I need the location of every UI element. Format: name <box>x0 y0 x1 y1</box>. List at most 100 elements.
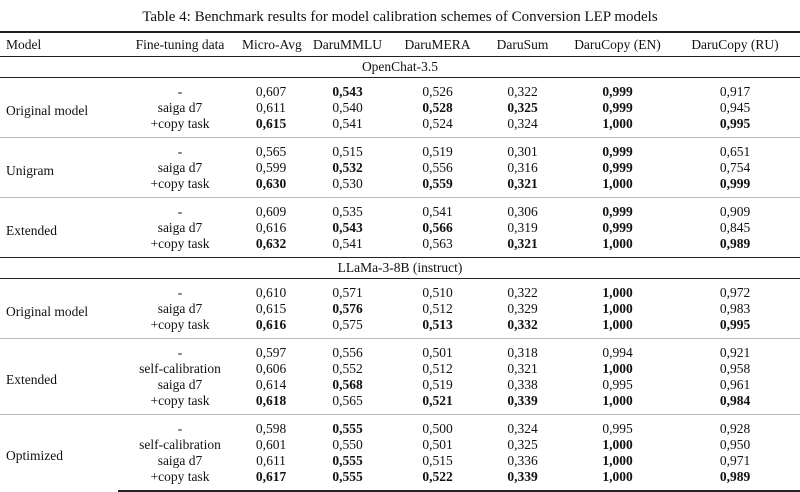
darusum-cell: 0,325 <box>507 437 538 452</box>
darucopy-en-cell: 0,999 <box>602 160 633 175</box>
micro-avg-cell: 0,618 <box>255 393 287 408</box>
darucopy-en-cell: 0,995 <box>565 414 670 437</box>
darucopy-ru-cell: 0,971 <box>719 453 751 468</box>
darucopy-ru-cell: 0,989 <box>719 236 751 251</box>
darummlu-cell: 0,550 <box>332 437 363 452</box>
darumera-cell: 0,515 <box>422 453 453 468</box>
table-row: self-calibration 0,606 0,552 0,512 0,321 1,00… <box>0 361 800 377</box>
fine-tuning-data: +copy task <box>150 236 210 251</box>
darumera-cell: 0,519 <box>395 137 480 160</box>
darucopy-ru-cell: 0,909 <box>670 197 800 220</box>
darummlu-cell: 0,541 <box>332 116 363 131</box>
fine-tuning-data: +copy task <box>150 317 210 332</box>
model-name: Optimized <box>0 414 118 491</box>
micro-avg-cell: 0,617 <box>242 469 300 492</box>
darumera-cell: 0,526 <box>422 84 453 99</box>
darummlu-cell: 0,541 <box>332 236 363 251</box>
darumera-cell: 0,512 <box>422 361 453 376</box>
header-darusum: DaruSum <box>480 31 565 57</box>
model-group: Original model - 0,610 0,571 0,510 0,322 1,000… <box>0 279 800 339</box>
table-row: Optimized -0,598 0,555 0,500 0,324 0,995 0,928 <box>0 414 800 491</box>
section-header-group: OpenChat-3.5 <box>0 56 800 78</box>
model-group: Extended -0,609 0,535 0,541 0,306 0,999 0,909 s… <box>0 197 800 258</box>
micro-avg-cell: 0,611 <box>256 100 286 115</box>
darusum-cell: 0,322 <box>507 84 538 99</box>
model-group: Unigram -0,565 0,515 0,519 0,301 0,999 0,651 sa… <box>0 137 800 198</box>
micro-avg-cell: 0,597 <box>242 338 300 361</box>
darumera-cell: 0,566 <box>422 220 453 235</box>
section-title: LLaMa-3-8B (instruct) <box>0 257 800 279</box>
micro-avg-cell: 0,615 <box>255 116 287 131</box>
darumera-cell: 0,522 <box>395 469 480 492</box>
model-name: Original model <box>6 102 89 118</box>
table-row: saiga d7 0,611 0,540 0,528 0,325 0,999 0,945 <box>0 100 800 116</box>
micro-avg-cell: 0,565 <box>242 137 300 160</box>
header-model: Model <box>0 31 118 57</box>
header-darumera: DaruMERA <box>395 31 480 57</box>
darucopy-en-cell: 0,999 <box>602 100 633 115</box>
darucopy-en-cell: 1,000 <box>602 236 633 251</box>
darummlu-cell: 0,532 <box>332 160 363 175</box>
table-row: +copy task 0,618 0,565 0,521 0,339 1,000 0,984 <box>0 393 800 415</box>
header-fine-tuning: Fine-tuning data <box>118 31 242 57</box>
table-row: Unigram -0,565 0,515 0,519 0,301 0,999 0,651 <box>0 137 800 198</box>
darusum-cell: 0,318 <box>480 338 565 361</box>
darucopy-ru-cell: 0,995 <box>719 317 751 332</box>
header-darummlu: DaruMMLU <box>300 31 395 57</box>
micro-avg-cell: 0,598 <box>242 414 300 437</box>
darucopy-ru-cell: 0,989 <box>670 469 800 492</box>
fine-tuning-data: - <box>177 84 183 99</box>
darumera-cell: 0,563 <box>422 236 453 251</box>
darusum-cell: 0,316 <box>507 160 538 175</box>
darucopy-ru-cell: 0,958 <box>719 361 751 376</box>
fine-tuning-data: self-calibration <box>139 361 221 376</box>
darumera-cell: 0,501 <box>422 437 453 452</box>
table-row: +copy task 0,615 0,541 0,524 0,324 1,000 0,995 <box>0 116 800 138</box>
darucopy-en-cell: 1,000 <box>602 453 633 468</box>
darumera-cell: 0,559 <box>422 176 453 191</box>
darusum-cell: 0,336 <box>507 453 538 468</box>
micro-avg-cell: 0,599 <box>255 160 287 175</box>
darumera-cell: 0,513 <box>422 317 453 332</box>
darusum-cell: 0,306 <box>480 197 565 220</box>
micro-avg-cell: 0,610 <box>255 285 287 300</box>
darucopy-ru-cell: 0,999 <box>719 176 751 191</box>
darusum-cell: 0,339 <box>507 393 538 408</box>
darucopy-en-cell: 1,000 <box>602 437 633 452</box>
darummlu-cell: 0,576 <box>332 301 363 316</box>
darucopy-en-cell: 1,000 <box>602 116 633 131</box>
micro-avg-cell: 0,607 <box>255 84 287 99</box>
micro-avg-cell: 0,609 <box>242 197 300 220</box>
micro-avg-cell: 0,606 <box>255 361 287 376</box>
darucopy-en-cell: 1,000 <box>602 301 633 316</box>
micro-avg-cell: 0,632 <box>255 236 287 251</box>
table-row: +copy task 0,617 0,555 0,522 0,339 1,000 0,989 <box>0 469 800 492</box>
model-group: Optimized -0,598 0,555 0,500 0,324 0,995 0,928… <box>0 414 800 492</box>
darucopy-en-cell: 0,999 <box>565 197 670 220</box>
darusum-cell: 0,321 <box>507 361 538 376</box>
darusum-cell: 0,325 <box>507 100 538 115</box>
darucopy-en-cell: 1,000 <box>602 361 633 376</box>
darusum-cell: 0,321 <box>507 236 538 251</box>
darumera-cell: 0,500 <box>395 414 480 437</box>
model-group: Extended -0,597 0,556 0,501 0,318 0,994 0,921 s… <box>0 338 800 415</box>
darummlu-cell: 0,568 <box>332 377 363 392</box>
darucopy-en-cell: 1,000 <box>602 393 633 408</box>
table-row: Original model - 0,607 0,543 0,526 0,322 0,999… <box>0 78 800 118</box>
darummlu-cell: 0,543 <box>332 84 363 99</box>
fine-tuning-data: saiga d7 <box>157 453 203 468</box>
darucopy-ru-cell: 0,995 <box>719 116 751 131</box>
darucopy-ru-cell: 0,961 <box>719 377 751 392</box>
darummlu-cell: 0,540 <box>332 100 363 115</box>
model-name: Extended <box>0 338 118 415</box>
table-row: saiga d7 0,616 0,543 0,566 0,319 0,999 0,845 <box>0 220 800 236</box>
darummlu-cell: 0,555 <box>300 469 395 492</box>
micro-avg-cell: 0,615 <box>255 301 287 316</box>
darusum-cell: 0,338 <box>507 377 538 392</box>
darumera-cell: 0,510 <box>422 285 453 300</box>
fine-tuning-data: saiga d7 <box>157 160 203 175</box>
model-name: Extended <box>0 197 118 258</box>
darusum-cell: 0,322 <box>507 285 538 300</box>
model-group: Original model - 0,607 0,543 0,526 0,322 0,999… <box>0 78 800 138</box>
table-row: saiga d7 0,611 0,555 0,515 0,336 1,000 0,971 <box>0 453 800 469</box>
